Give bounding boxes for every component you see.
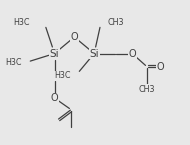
Text: CH3: CH3 (107, 18, 124, 28)
Text: Si: Si (89, 49, 99, 59)
Text: H3C: H3C (13, 18, 30, 28)
Text: Si: Si (50, 49, 59, 59)
Text: H3C: H3C (55, 71, 71, 80)
Text: H3C: H3C (5, 58, 21, 67)
Text: CH3: CH3 (139, 85, 155, 94)
Text: O: O (128, 49, 136, 59)
Text: O: O (70, 32, 78, 42)
Text: O: O (51, 93, 58, 103)
Text: O: O (156, 62, 164, 72)
